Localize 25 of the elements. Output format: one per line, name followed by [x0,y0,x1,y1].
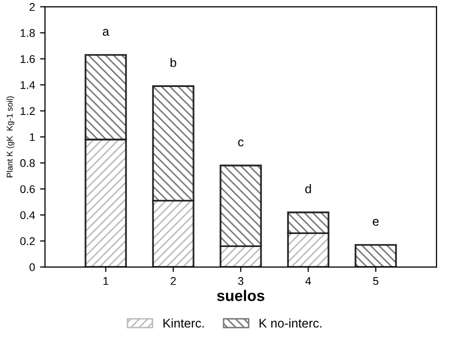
x-tick-label: 3 [238,277,244,285]
annotation: a [102,28,110,36]
y-tick-label: 1.2 [20,107,35,115]
annotation: d [305,184,311,194]
legend-label: Kinterc. [164,318,204,328]
y-tick-label: 1.8 [20,29,35,37]
annotation: c [238,140,244,146]
x-axis-title: suelos [217,290,264,302]
x-tick-label: 5 [373,277,378,285]
x-tick-label: 1 [104,277,108,285]
y-tick-label: 0.8 [20,159,35,168]
y-tick-label: 0.6 [20,185,35,194]
annotation: b [170,58,176,67]
annotation: e [372,218,379,226]
y-tick-label: 1.4 [20,81,35,89]
y-tick-label: 1.6 [20,55,35,63]
x-tick-label: 2 [170,277,176,285]
y-tick-label: 0 [30,263,35,272]
x-tick-label: 4 [305,277,312,285]
y-tick-label: 0.4 [20,211,35,220]
y-tick-label: 1 [30,133,35,141]
legend-label: K no-interc. [260,318,322,328]
y-axis-title: Plant K (gK Kg-1 soil) [6,96,14,178]
y-tick-label: 0.2 [20,237,35,246]
y-tick-label: 2 [30,3,35,11]
